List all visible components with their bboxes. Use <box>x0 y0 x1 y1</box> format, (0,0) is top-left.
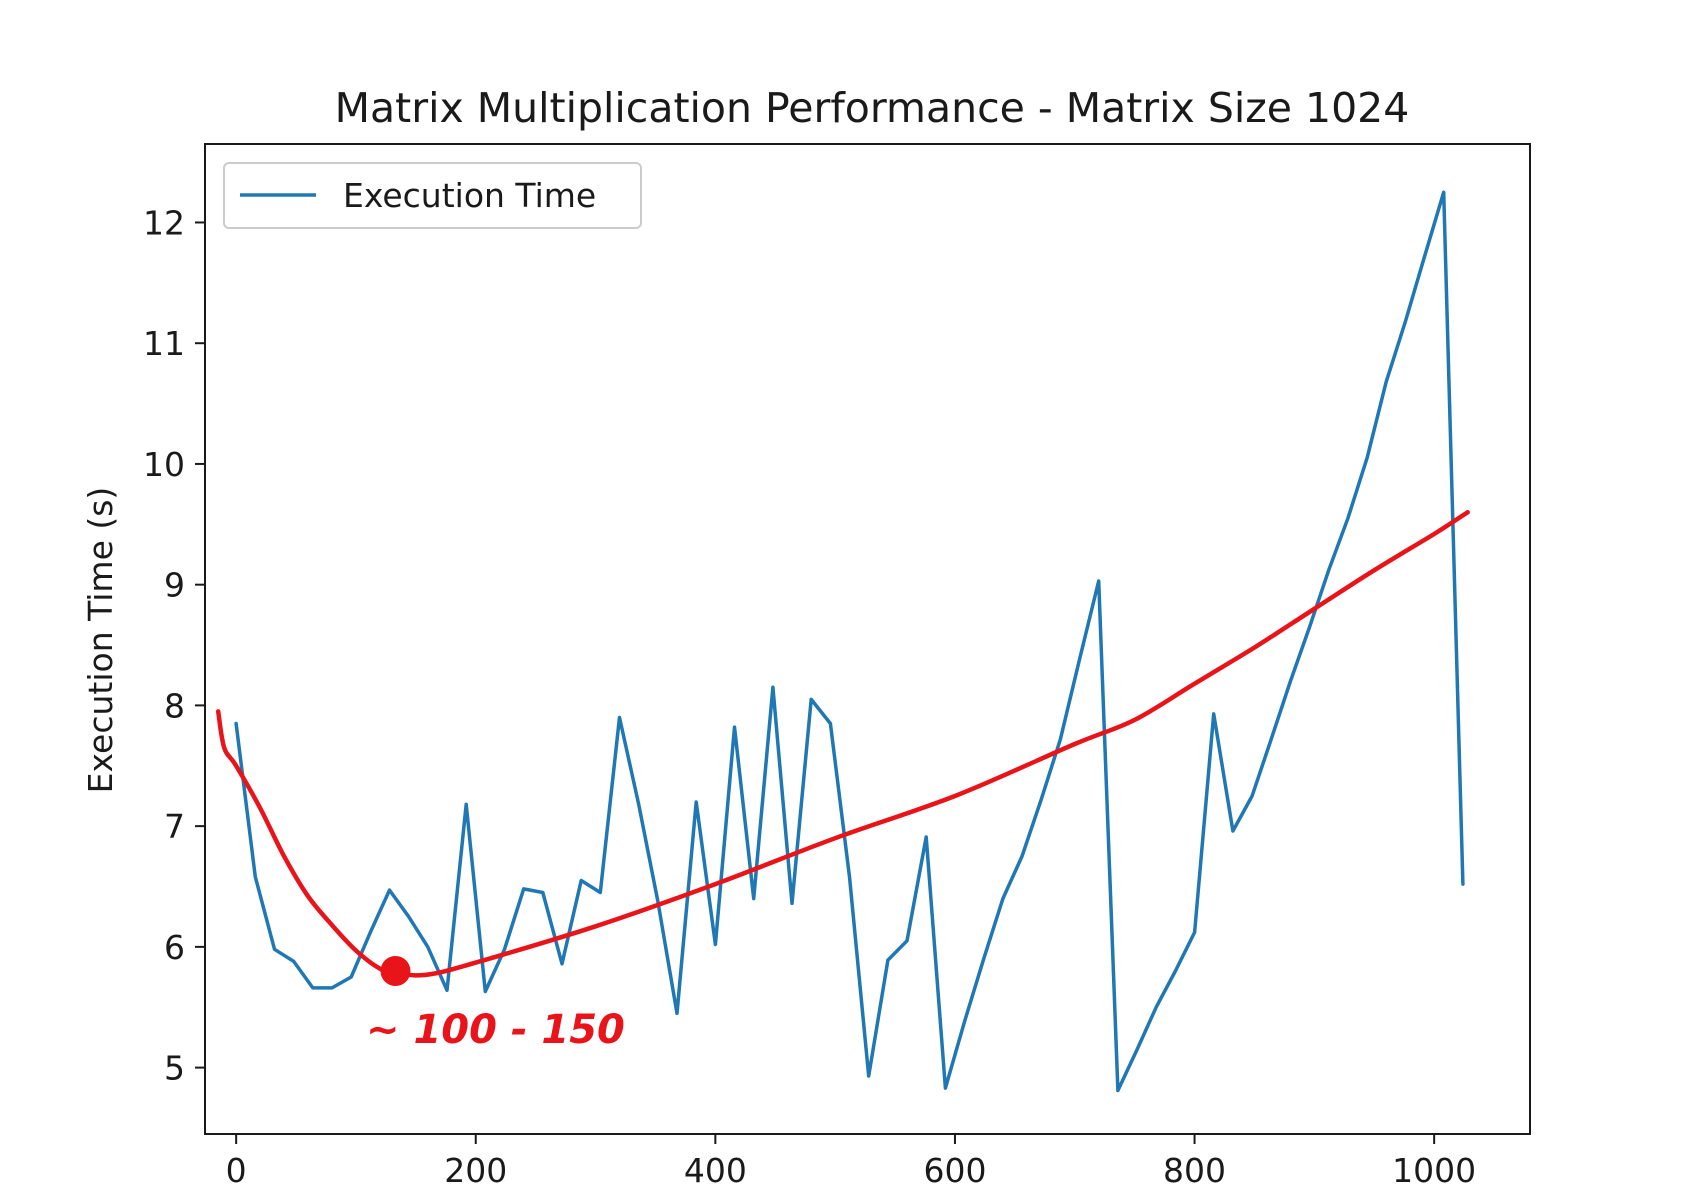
legend-box <box>223 162 642 229</box>
x-axis-ticks: 0 200 400 600 800 1000 <box>226 1134 1476 1190</box>
y-tick-label: 6 <box>164 928 185 967</box>
x-tick-label: 200 <box>444 1151 507 1190</box>
y-axis-ticks: 5 6 7 8 9 10 11 12 <box>143 203 205 1088</box>
y-tick-label: 10 <box>143 445 185 484</box>
chart-title: Matrix Multiplication Performance - Matr… <box>335 84 1410 132</box>
y-tick-label: 11 <box>143 324 185 363</box>
legend: Execution Time <box>223 162 642 229</box>
x-tick-label: 1000 <box>1392 1151 1476 1190</box>
legend-label: Execution Time <box>343 176 596 215</box>
y-tick-label: 7 <box>164 807 185 846</box>
minimum-marker <box>380 956 411 987</box>
y-tick-label: 8 <box>164 686 185 725</box>
y-tick-label: 9 <box>164 566 185 605</box>
annotation-label: ~ 100 - 150 <box>366 1007 625 1053</box>
x-tick-label: 400 <box>684 1151 747 1190</box>
execution-time-series-line <box>234 190 1465 1093</box>
y-tick-label: 5 <box>164 1049 185 1088</box>
y-tick-label: 12 <box>143 203 185 242</box>
x-tick-label: 600 <box>923 1151 986 1190</box>
x-tick-label: 0 <box>226 1151 247 1190</box>
y-axis-label: Execution Time (s) <box>81 487 120 794</box>
plot-frame <box>204 143 1531 1135</box>
trend-curve-annotation <box>215 509 1470 978</box>
x-tick-label: 800 <box>1163 1151 1226 1190</box>
